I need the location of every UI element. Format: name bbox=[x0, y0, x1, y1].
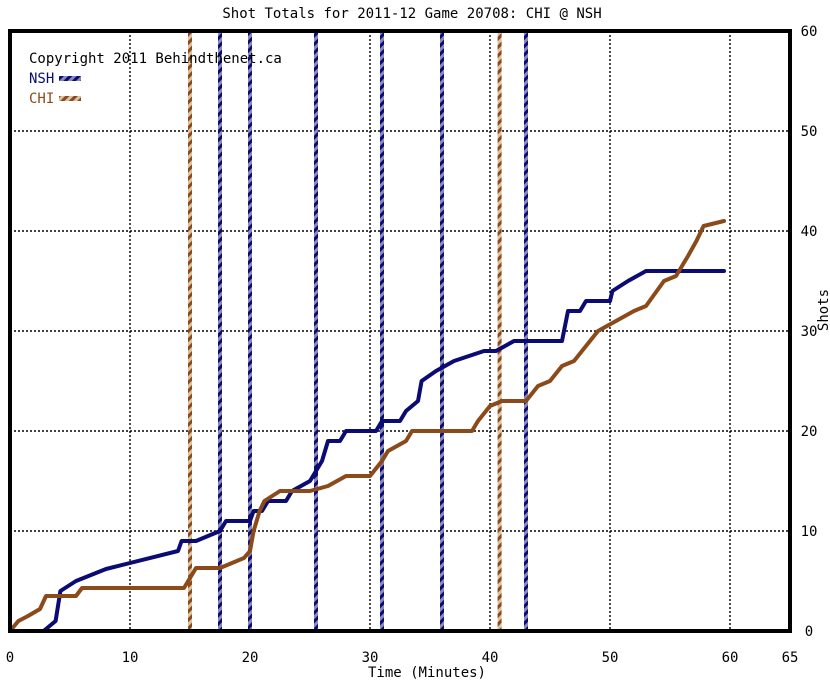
x-tick-label-60: 60 bbox=[722, 650, 739, 666]
x-tick-label-65: 65 bbox=[782, 650, 799, 666]
legend-label-nsh: NSH bbox=[29, 71, 54, 87]
legend-swatch-chi bbox=[59, 96, 81, 101]
legend: NSH CHI bbox=[29, 71, 81, 107]
y-tick-label-0: 0 bbox=[805, 624, 813, 640]
goal-line-nsh-3 bbox=[314, 31, 318, 631]
x-tick-label-0: 0 bbox=[6, 650, 14, 666]
y-tick-label-50: 50 bbox=[801, 124, 818, 140]
goal-line-chi-6 bbox=[497, 31, 502, 631]
x-tick-labels: 0 10 20 30 40 50 60 65 bbox=[6, 650, 799, 666]
legend-label-chi: CHI bbox=[29, 91, 54, 107]
x-tick-label-10: 10 bbox=[122, 650, 139, 666]
goal-line-nsh-4 bbox=[380, 31, 384, 631]
x-tick-label-40: 40 bbox=[482, 650, 499, 666]
y-tick-label-40: 40 bbox=[801, 224, 818, 240]
legend-swatch-nsh bbox=[59, 76, 81, 81]
series-line-chi bbox=[8, 219, 726, 633]
goal-line-nsh-2 bbox=[248, 31, 252, 631]
copyright-text: Copyright 2011 Behindthenet.ca bbox=[29, 51, 282, 67]
y-tick-label-20: 20 bbox=[801, 424, 818, 440]
plot-frame bbox=[8, 29, 792, 633]
x-tick-label-20: 20 bbox=[242, 650, 259, 666]
y-axis-label: Shots bbox=[816, 289, 830, 331]
y-tick-label-30: 30 bbox=[801, 324, 818, 340]
goal-line-nsh-5 bbox=[440, 31, 444, 631]
chart-title: Shot Totals for 2011-12 Game 20708: CHI … bbox=[222, 6, 601, 22]
goal-line-nsh-7 bbox=[524, 31, 528, 631]
y-tick-label-60: 60 bbox=[801, 24, 818, 40]
goal-line-nsh-1 bbox=[218, 31, 222, 631]
y-tick-labels: 0 10 20 30 40 50 60 bbox=[801, 24, 818, 640]
series-line-nsh bbox=[8, 269, 726, 633]
x-axis-label: Time (Minutes) bbox=[368, 665, 486, 680]
y-tick-label-10: 10 bbox=[801, 524, 818, 540]
goal-lines bbox=[188, 31, 528, 631]
grid-lines bbox=[10, 31, 790, 631]
goal-line-chi-0 bbox=[188, 31, 192, 631]
x-tick-label-50: 50 bbox=[602, 650, 619, 666]
x-tick-label-30: 30 bbox=[362, 650, 379, 666]
series-lines bbox=[8, 219, 726, 633]
